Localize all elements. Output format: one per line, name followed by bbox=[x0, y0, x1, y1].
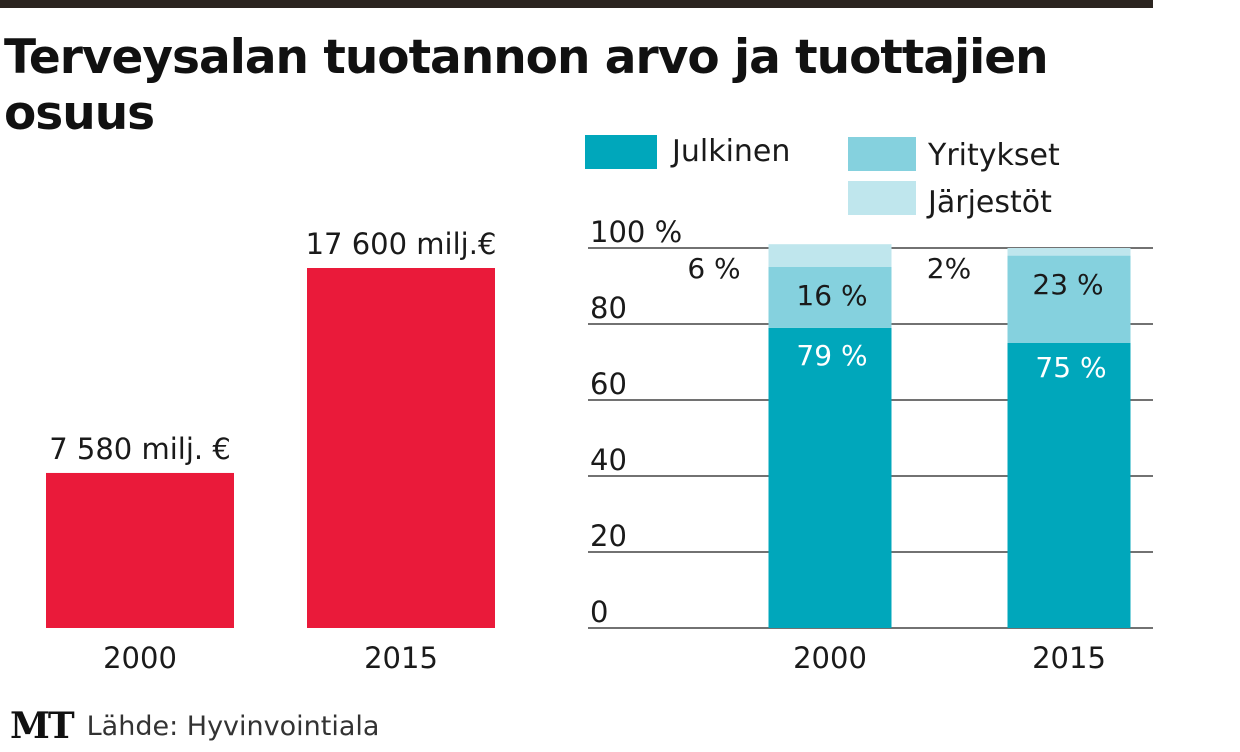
x-label-2015: 2015 bbox=[364, 641, 438, 675]
legend-swatch-julkinen bbox=[585, 135, 657, 169]
y-tick-40: 40 bbox=[590, 443, 627, 477]
y-tick-80: 80 bbox=[590, 291, 627, 325]
y-tick-60: 60 bbox=[590, 367, 627, 401]
label-yritykset-2000: 16 % bbox=[796, 279, 867, 312]
legend-swatch-jrjestt bbox=[848, 181, 916, 215]
legend-label-julkinen: Julkinen bbox=[670, 134, 790, 169]
label-julkinen-2000: 79 % bbox=[796, 339, 867, 372]
share-x-label-2000: 2000 bbox=[793, 641, 867, 675]
share-x-label-2015: 2015 bbox=[1032, 641, 1106, 675]
legend-swatch-yritykset bbox=[848, 137, 916, 171]
value-bar-2015 bbox=[307, 268, 495, 628]
source-note: Lähde: Hyvinvointiala bbox=[86, 710, 380, 742]
stack-julkinen-2000 bbox=[768, 327, 892, 628]
top-rule bbox=[0, 0, 1153, 8]
y-tick-100: 100 % bbox=[590, 215, 682, 249]
stack-jrjestt-2015 bbox=[1007, 248, 1131, 256]
label-yritykset-2015: 23 % bbox=[1032, 268, 1103, 301]
stack-yritykset-2015 bbox=[1007, 255, 1131, 343]
value-bar-2000 bbox=[46, 472, 234, 628]
x-label-2000: 2000 bbox=[103, 641, 177, 675]
stack-jrjestt-2000 bbox=[768, 244, 892, 267]
y-tick-20: 20 bbox=[590, 519, 627, 553]
label-julkinen-2015: 75 % bbox=[1035, 351, 1106, 384]
stack-yritykset-2000 bbox=[768, 267, 892, 328]
label-jarjestot-2015: 2% bbox=[927, 252, 971, 285]
value-label-2015: 17 600 milj.€ bbox=[306, 227, 497, 261]
chart-title: Terveysalan tuotannon arvo ja tuottajien… bbox=[4, 30, 1049, 141]
mt-logo: MT bbox=[10, 705, 75, 747]
label-jarjestot-2000: 6 % bbox=[687, 252, 740, 285]
footer: MT Lähde: Hyvinvointiala bbox=[10, 704, 379, 748]
legend-label-yritykset: Yritykset bbox=[927, 138, 1060, 173]
legend-label-jrjestt: Järjestöt bbox=[926, 185, 1052, 220]
value-label-2000: 7 580 milj. € bbox=[49, 432, 231, 466]
y-tick-0: 0 bbox=[590, 595, 608, 629]
stack-julkinen-2015 bbox=[1007, 343, 1131, 628]
